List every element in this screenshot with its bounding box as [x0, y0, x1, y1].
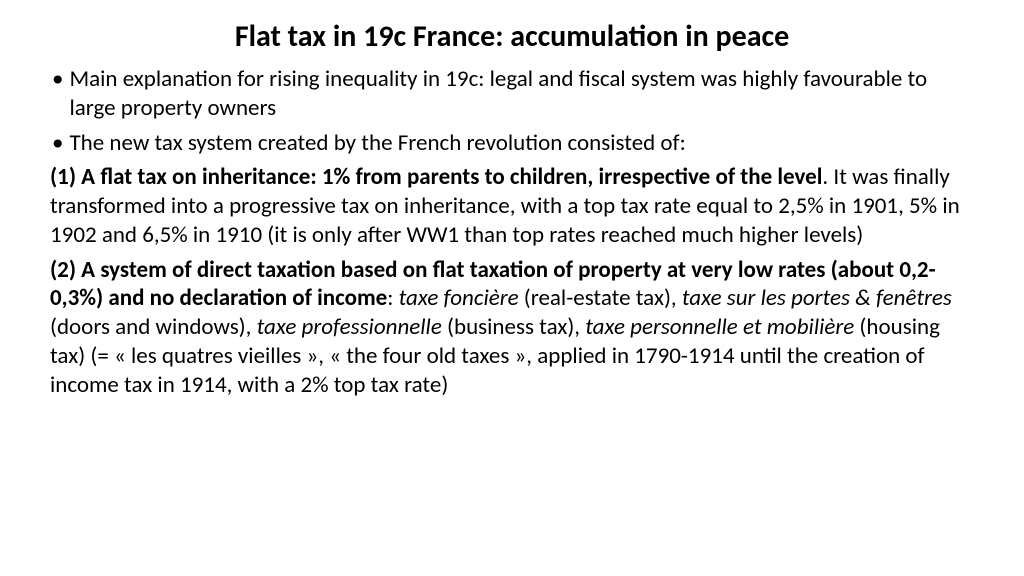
- p2-seg1: :: [387, 284, 398, 312]
- p2-it1: taxe foncière: [399, 284, 519, 312]
- bullet-marker: •: [50, 129, 69, 158]
- bullet-item: • Main explanation for rising inequality…: [50, 65, 974, 123]
- slide: Flat tax in 19c France: accumulation in …: [0, 0, 1024, 576]
- paragraph-2: (2) A system of direct taxation based on…: [50, 256, 974, 400]
- slide-title: Flat tax in 19c France: accumulation in …: [50, 18, 974, 55]
- paragraph-1: (1) A flat tax on inheritance: 1% from p…: [50, 163, 974, 249]
- p2-it4: taxe personnelle et mobilière: [585, 313, 854, 341]
- slide-body: • Main explanation for rising inequality…: [50, 65, 974, 399]
- bullet-item: • The new tax system created by the Fren…: [50, 129, 974, 158]
- p2-seg4: (business tax),: [442, 313, 585, 341]
- bullet-text: The new tax system created by the French…: [69, 129, 974, 158]
- p1-bold: (1) A flat tax on inheritance: 1% from p…: [50, 163, 822, 191]
- p2-it2: taxe sur les portes & fenêtres: [682, 284, 952, 312]
- bullet-marker: •: [50, 65, 69, 123]
- bullet-text: Main explanation for rising inequality i…: [69, 65, 974, 123]
- p2-seg3: (doors and windows),: [50, 313, 257, 341]
- p2-seg2: (real-estate tax),: [519, 284, 682, 312]
- p2-it3: taxe professionnelle: [257, 313, 442, 341]
